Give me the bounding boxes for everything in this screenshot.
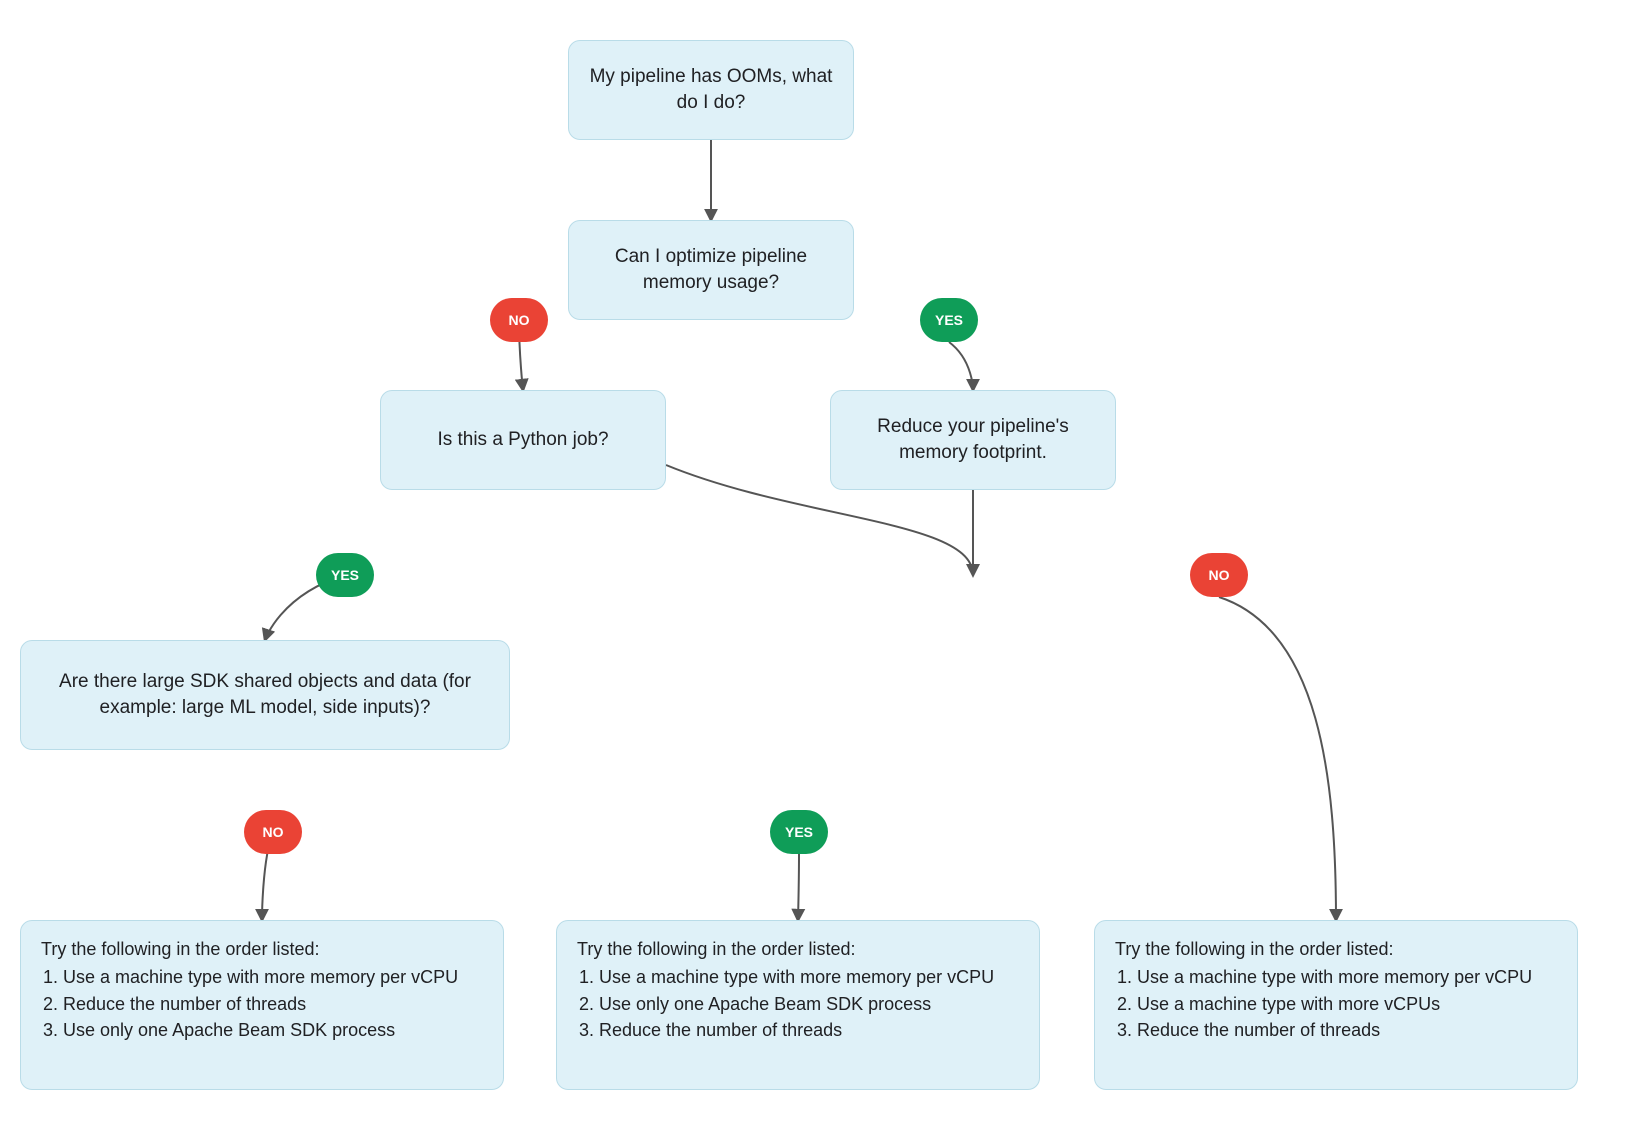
flowchart-canvas: My pipeline has OOMs, what do I do? Can I… [0,0,1648,1148]
node-leaf_left-intro: Try the following in the order listed: [41,937,319,961]
node-q_optimize-text: Can I optimize pipeline memory usage? [589,244,833,295]
badge-yes1-label: YES [935,312,963,328]
node-q_large_sdk-text: Are there large SDK shared objects and d… [41,669,489,720]
node-leaf_right: Try the following in the order listed: Us… [1094,920,1578,1090]
node-leaf_mid: Try the following in the order listed: Us… [556,920,1040,1090]
badge-no1-label: NO [509,312,530,328]
node-leaf_mid-intro: Try the following in the order listed: [577,937,855,961]
edge-sdk-yes-to-leafmid [798,854,799,920]
badge-yes-yes3: YES [770,810,828,854]
node-q_large_sdk: Are there large SDK shared objects and d… [20,640,510,750]
node-reduce_footprint: Reduce your pipeline's memory footprint. [830,390,1116,490]
node-q_python-text: Is this a Python job? [437,427,608,453]
node-leaf_mid-list: Use a machine type with more memory per … [577,965,994,1044]
node-leaf_mid-item: Use only one Apache Beam SDK process [599,992,994,1016]
node-leaf_mid-item: Use a machine type with more memory per … [599,965,994,989]
node-q_optimize: Can I optimize pipeline memory usage? [568,220,854,320]
badge-no3-label: NO [263,824,284,840]
edge-optimize-yes-to-reduce [949,342,973,390]
badge-yes-yes1: YES [920,298,978,342]
node-start-text: My pipeline has OOMs, what do I do? [589,64,833,115]
node-leaf_left: Try the following in the order listed: Us… [20,920,504,1090]
node-reduce_footprint-text: Reduce your pipeline's memory footprint. [851,414,1095,465]
node-leaf_right-item: Use a machine type with more vCPUs [1137,992,1532,1016]
node-q_python: Is this a Python job? [380,390,666,490]
edge-python-no-to-leafright [1219,597,1336,920]
badge-no-no3: NO [244,810,302,854]
badge-no-no1: NO [490,298,548,342]
node-leaf_right-item: Reduce the number of threads [1137,1018,1532,1042]
badge-yes-yes2: YES [316,553,374,597]
node-leaf_left-item: Reduce the number of threads [63,992,458,1016]
node-start: My pipeline has OOMs, what do I do? [568,40,854,140]
node-leaf_right-item: Use a machine type with more memory per … [1137,965,1532,989]
node-leaf_left-item: Use only one Apache Beam SDK process [63,1018,458,1042]
node-leaf_right-intro: Try the following in the order listed: [1115,937,1393,961]
node-leaf_left-item: Use a machine type with more memory per … [63,965,458,989]
badge-yes3-label: YES [785,824,813,840]
badge-yes2-label: YES [331,567,359,583]
badge-no2-label: NO [1209,567,1230,583]
node-leaf_left-list: Use a machine type with more memory per … [41,965,458,1044]
node-leaf_right-list: Use a machine type with more memory per … [1115,965,1532,1044]
badge-no-no2: NO [1190,553,1248,597]
node-leaf_mid-item: Reduce the number of threads [599,1018,994,1042]
